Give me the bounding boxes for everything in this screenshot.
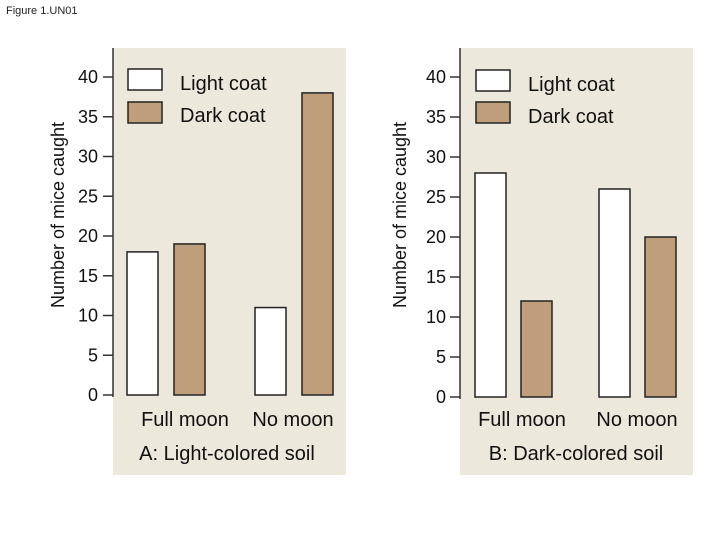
chart-a-y-tick-label: 25	[78, 186, 98, 206]
chart-b-y-axis-label: Number of mice caught	[390, 122, 410, 308]
chart-a-y-tick-label: 5	[88, 345, 98, 365]
chart-b-subtitle: B: Dark-colored soil	[489, 443, 664, 465]
chart-b-y-tick-label: 0	[436, 387, 446, 407]
chart-b-y-tick-label: 20	[426, 227, 446, 247]
chart-b-legend-label-dark-coat: Dark coat	[528, 106, 614, 128]
chart-a-category-label: Full moon	[141, 409, 229, 431]
chart-a-legend-swatch-light-coat	[127, 68, 163, 91]
chart-a-category-label: No moon	[252, 409, 333, 431]
chart-b-category-label: No moon	[596, 409, 677, 431]
chart-b-bar-dark-coat	[520, 300, 553, 398]
chart-a-bar-light-coat	[254, 306, 287, 396]
chart-a-bar-dark-coat	[301, 92, 334, 396]
figure-label: Figure 1.UN01	[6, 5, 78, 17]
chart-b-y-tick-label: 35	[426, 107, 446, 127]
chart-a-legend-label-dark-coat: Dark coat	[180, 105, 266, 127]
chart-b-y-tick-label: 25	[426, 187, 446, 207]
chart-a-y-tick-label: 30	[78, 147, 98, 167]
chart-a-bar-dark-coat	[173, 243, 206, 396]
chart-a-y-tick-label: 20	[78, 226, 98, 246]
chart-b-y-tick-label: 10	[426, 307, 446, 327]
chart-a-y-tick-label: 10	[78, 306, 98, 326]
chart-b-y-tick-label: 5	[436, 347, 446, 367]
chart-b-legend-swatch-dark-coat	[475, 101, 511, 124]
chart-b-bar-light-coat	[598, 188, 631, 398]
chart-b-legend-label-light-coat: Light coat	[528, 74, 615, 96]
chart-a-y-axis-label: Number of mice caught	[48, 122, 68, 308]
chart-a-y-tick-label: 35	[78, 107, 98, 127]
chart-b-category-label: Full moon	[478, 409, 566, 431]
chart-b-bar-dark-coat	[644, 236, 677, 398]
chart-b-y-tick-label: 15	[426, 267, 446, 287]
chart-b-legend-swatch-light-coat	[475, 69, 511, 92]
chart-b-y-tick-label: 40	[426, 67, 446, 87]
chart-a-legend-label-light-coat: Light coat	[180, 73, 267, 95]
chart-a-subtitle: A: Light-colored soil	[139, 443, 315, 465]
chart-a-bar-light-coat	[126, 251, 159, 396]
chart-b-bar-light-coat	[474, 172, 507, 398]
chart-a-y-tick-label: 15	[78, 266, 98, 286]
chart-a-legend-swatch-dark-coat	[127, 101, 163, 124]
chart-a-y-tick-label: 0	[88, 385, 98, 405]
chart-b-y-tick-label: 30	[426, 147, 446, 167]
chart-a-y-tick-label: 40	[78, 67, 98, 87]
